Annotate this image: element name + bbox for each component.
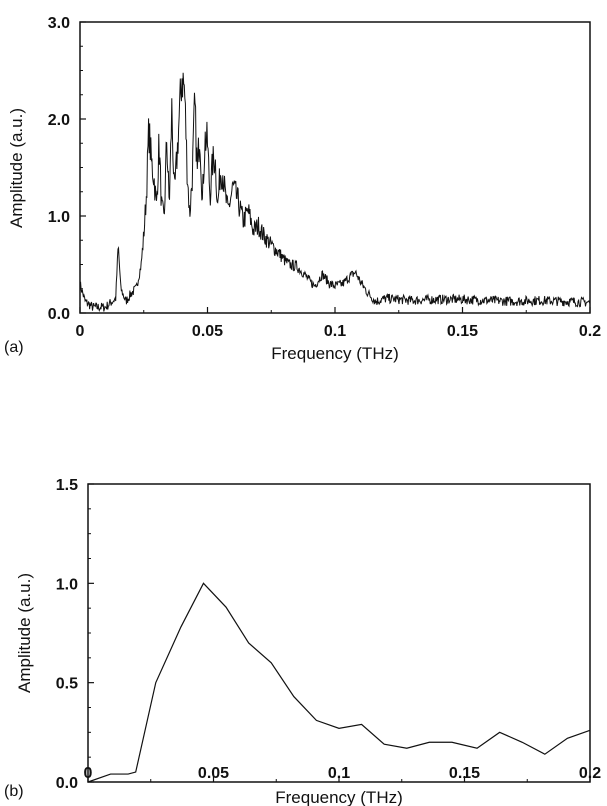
chart-a-x-tick-label: 0.1 [324,323,346,340]
chart-b-y-tick-label: 0.5 [56,676,78,693]
chart-a-ticks: 0 0.05 0.1 0.15 0.2 0.0 1.0 2.0 3.0 [48,15,601,340]
chart-a-y-axis-label: Amplitude (a.u.) [7,108,26,228]
chart-a-x-tick-label: 0.15 [447,323,478,340]
chart-b-y-axis-label: Amplitude (a.u.) [15,573,34,693]
chart-a-x-tick-label: 0.2 [579,323,601,340]
chart-a-y-tick-label: 1.0 [48,209,70,226]
chart-b-x-tick-label: 0.2 [579,765,601,782]
chart-b-y-tick-label: 0.0 [56,775,78,792]
chart-a-series-line [79,72,591,313]
chart-a: 0 0.05 0.1 0.15 0.2 0.0 1.0 2.0 3.0 Frequency (T… [4,15,601,363]
chart-a-y-tick-label: 0.0 [48,306,70,323]
chart-b-x-tick-label: 0 [84,765,93,782]
chart-a-x-tick-label: 0 [76,323,85,340]
chart-a-x-axis-label: Frequency (THz) [271,344,399,363]
chart-a-y-tick-label: 2.0 [48,112,70,129]
chart-b-series-line [87,582,591,783]
chart-b-x-tick-label: 0.05 [198,765,229,782]
chart-b-x-tick-label: 0.15 [449,765,480,782]
chart-a-plot-frame [79,21,591,314]
chart-a-panel-label: (a) [4,339,24,356]
chart-b-y-tick-label: 1.5 [56,477,78,494]
chart-a-y-tick-label: 3.0 [48,15,70,32]
chart-b-x-axis-label: Frequency (THz) [275,788,403,806]
chart-b-y-tick-label: 1.0 [56,576,78,593]
chart-a-x-tick-label: 0.05 [192,323,223,340]
chart-b-ticks: 0 0.05 0.1 0.15 0.2 0.0 0.5 1.0 1.5 [56,477,601,792]
chart-b-x-tick-label: 0.1 [328,765,350,782]
chart-b: 0 0.05 0.1 0.15 0.2 0.0 0.5 1.0 1.5 Frequency (T… [4,477,601,806]
chart-b-plot-frame [87,483,591,783]
chart-b-panel-label: (b) [4,783,24,800]
